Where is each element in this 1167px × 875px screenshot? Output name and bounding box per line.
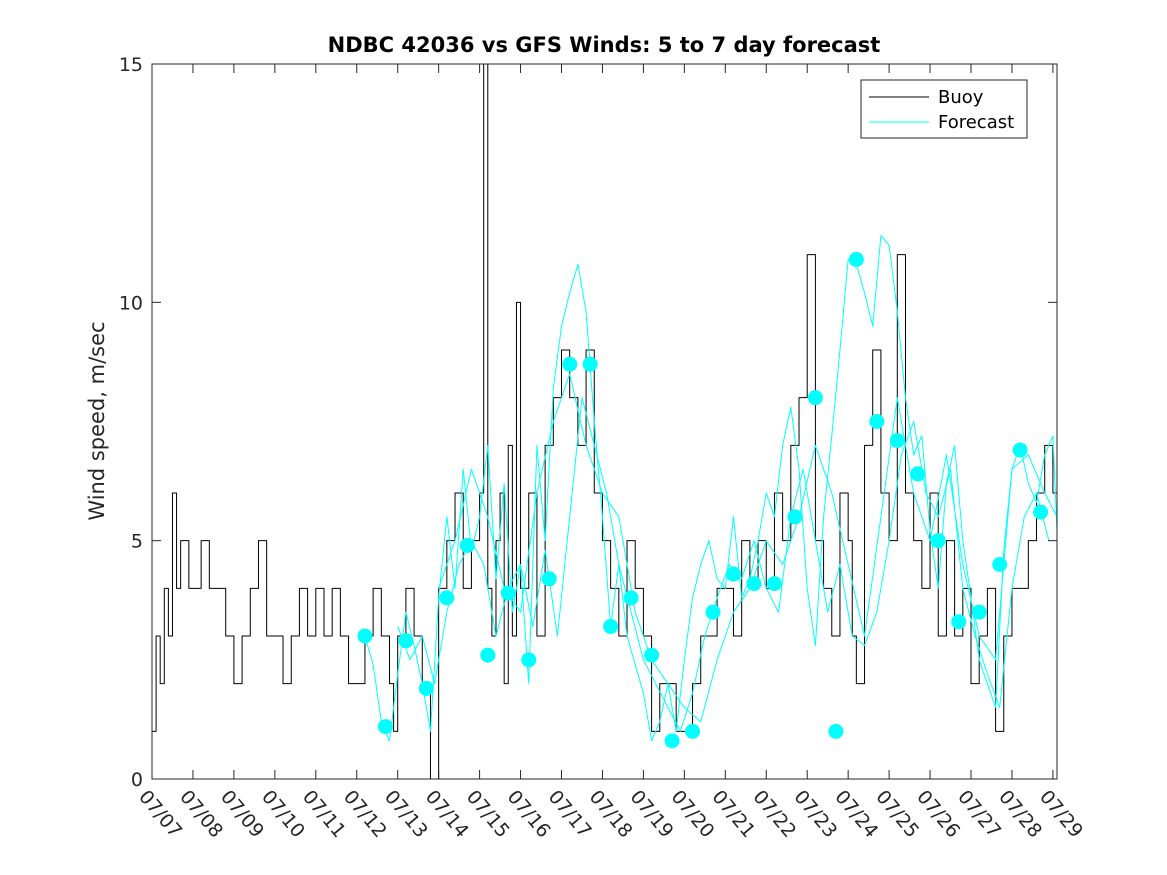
forecast-marker xyxy=(377,719,393,735)
legend: Buoy Forecast xyxy=(860,79,1028,139)
forecast-marker xyxy=(459,537,475,553)
forecast-marker xyxy=(725,566,741,582)
forecast-marker xyxy=(582,356,598,372)
plot-frame xyxy=(151,63,1058,780)
y-tick-label: 10 xyxy=(119,292,143,314)
forecast-marker xyxy=(705,604,721,620)
forecast-marker xyxy=(787,509,803,525)
forecast-marker xyxy=(418,680,434,696)
forecast-marker xyxy=(807,390,823,406)
forecast-marker xyxy=(623,590,639,606)
y-tick-label: 15 xyxy=(119,54,143,76)
forecast-marker xyxy=(848,251,864,267)
y-tick-label: 5 xyxy=(131,531,143,553)
forecast-marker xyxy=(828,723,844,739)
forecast-marker xyxy=(521,652,537,668)
legend-label-buoy: Buoy xyxy=(938,87,984,108)
forecast-marker xyxy=(500,585,516,601)
forecast-marker xyxy=(439,590,455,606)
forecast-marker xyxy=(766,576,782,592)
forecast-marker xyxy=(889,433,905,449)
forecast-marker xyxy=(357,628,373,644)
forecast-marker xyxy=(541,571,557,587)
marker-layer xyxy=(357,251,1049,749)
forecast-marker xyxy=(930,533,946,549)
legend-box xyxy=(860,79,1028,139)
series-line-buoy xyxy=(152,63,1058,780)
forecast-marker xyxy=(664,733,680,749)
forecast-marker xyxy=(644,647,660,663)
forecast-marker xyxy=(685,723,701,739)
y-tick-label: 0 xyxy=(131,769,143,791)
series-line-forecast xyxy=(364,235,1058,742)
forecast-marker xyxy=(746,576,762,592)
forecast-marker xyxy=(1012,442,1028,458)
chart-title: NDBC 42036 vs GFS Winds: 5 to 7 day fore… xyxy=(328,33,881,57)
forecast-marker xyxy=(992,557,1008,572)
legend-label-forecast: Forecast xyxy=(938,112,1014,133)
forecast-marker xyxy=(480,647,496,663)
forecast-marker xyxy=(603,618,619,634)
forecast-marker xyxy=(562,356,578,372)
forecast-marker xyxy=(951,614,967,630)
y-axis-label: Wind speed, m/sec xyxy=(85,321,109,520)
forecast-marker xyxy=(1033,504,1049,520)
forecast-marker xyxy=(971,604,987,620)
forecast-marker xyxy=(398,633,414,649)
forecast-marker xyxy=(869,414,885,429)
plot-area xyxy=(152,64,1057,779)
forecast-marker xyxy=(910,466,926,482)
